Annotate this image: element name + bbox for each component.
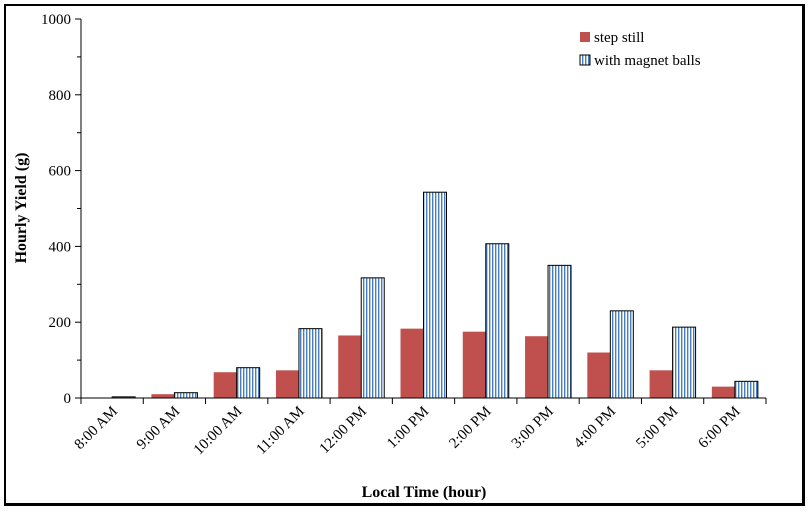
x-tick-label-10: 6:00 PM (696, 404, 744, 452)
bar-with-magnet-balls-2 (236, 367, 261, 399)
x-tick-label-6: 2:00 PM (446, 404, 494, 452)
y-tick-label-1: 200 (49, 315, 72, 331)
bar-with-magnet-balls-4 (360, 277, 385, 399)
bar-with-magnet-balls-1 (173, 392, 198, 399)
x-tick-label-1: 9:00 AM (134, 404, 183, 453)
y-tick-label-2: 400 (49, 239, 72, 255)
bar-step-still-4 (338, 335, 362, 398)
bar-step-still-6 (462, 331, 486, 398)
x-tick-label-5: 1:00 PM (384, 404, 432, 452)
bar-with-magnet-balls-9 (672, 326, 697, 399)
bar-with-magnet-balls-10 (734, 380, 759, 399)
x-tick-label-4: 12:00 PM (317, 404, 370, 457)
bar-with-magnet-balls-6 (485, 243, 510, 399)
bar-with-magnet-balls-5 (423, 191, 447, 399)
legend-swatch-step-still (580, 32, 590, 42)
y-tick-label-3: 600 (49, 164, 72, 180)
y-tick-label-0: 0 (64, 391, 72, 407)
bar-step-still-1 (151, 394, 175, 398)
bar-with-magnet-balls-8 (609, 310, 634, 399)
x-tick-label-3: 11:00 AM (254, 404, 308, 458)
bar-step-still-10 (711, 386, 735, 398)
bar-step-still-2 (213, 372, 237, 398)
bar-with-magnet-balls-3 (298, 328, 323, 399)
x-tick-label-9: 5:00 PM (633, 404, 681, 452)
y-tick-label-4: 800 (49, 88, 72, 104)
bar-step-still-3 (275, 370, 299, 398)
bar-step-still-5 (400, 328, 424, 398)
bar-with-magnet-balls-7 (547, 264, 572, 399)
chart-frame (4, 4, 805, 506)
legend-swatch-with-magnet-balls (579, 54, 591, 66)
x-axis-title: Local Time (hour) (362, 484, 487, 501)
x-tick-label-8: 4:00 PM (571, 404, 619, 452)
legend-label-with-magnet-balls: with magnet balls (594, 53, 701, 69)
bar-step-still-9 (649, 370, 673, 398)
x-tick-label-2: 10:00 AM (191, 404, 246, 459)
legend-label-step-still: step still (594, 30, 644, 46)
bar-step-still-8 (587, 352, 611, 398)
y-axis-title: Hourly Yield (g) (13, 153, 30, 264)
x-tick-label-0: 8:00 AM (72, 404, 121, 453)
y-tick-label-5: 1000 (41, 12, 71, 28)
x-tick-label-7: 3:00 PM (509, 404, 557, 452)
bar-step-still-7 (525, 336, 549, 398)
